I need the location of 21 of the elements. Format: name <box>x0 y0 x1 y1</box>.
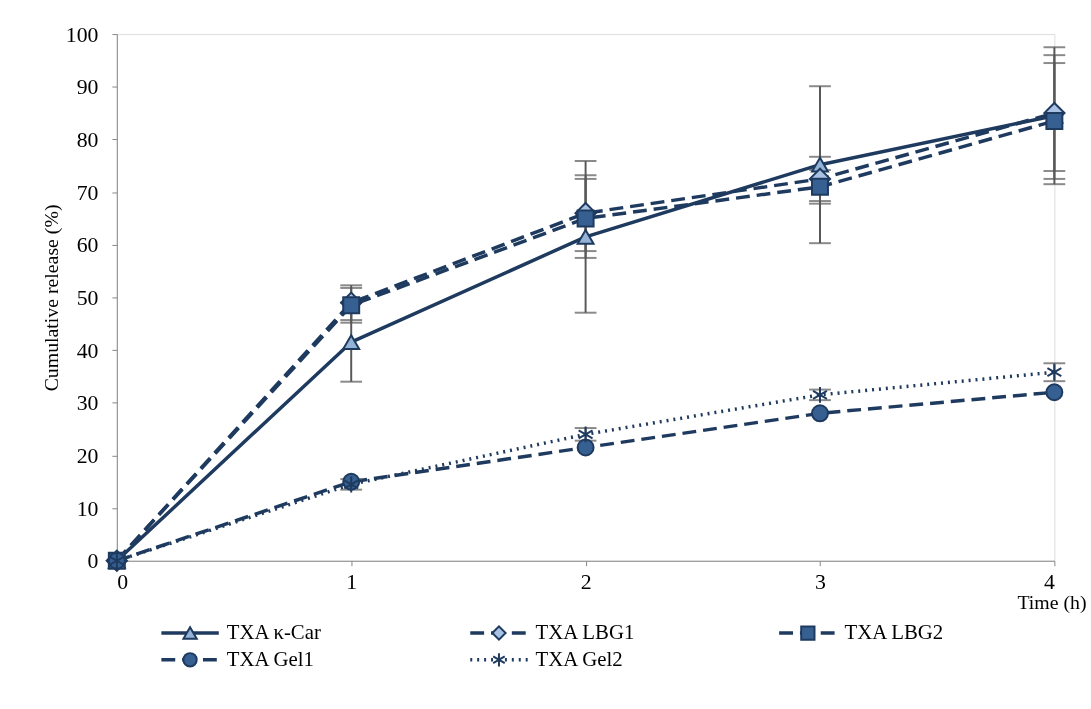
x-tick-label: 2 <box>580 569 592 594</box>
y-tick-label: 10 <box>76 496 99 521</box>
y-tick-label: 60 <box>76 233 99 258</box>
y-tick-label: 100 <box>65 22 99 47</box>
y-tick-label: 80 <box>76 127 99 152</box>
y-tick-label: 0 <box>87 549 99 574</box>
legend-label: TXA Gel2 <box>535 646 623 670</box>
y-tick-label: 20 <box>76 443 99 468</box>
legend-label: TXA κ-Car <box>226 619 321 643</box>
legend-label: TXA LBG2 <box>844 619 944 643</box>
x-tick-label: 3 <box>815 569 827 594</box>
legend-label: TXA LBG1 <box>535 619 635 643</box>
x-tick-label: 0 <box>117 569 129 594</box>
y-tick-label: 50 <box>76 285 99 310</box>
legend-label: TXA Gel1 <box>226 646 314 670</box>
y-tick-label: 90 <box>76 75 99 100</box>
y-tick-label: 30 <box>76 391 99 416</box>
y-tick-label: 70 <box>76 180 99 205</box>
y-axis-title: Cumulative release (%) <box>39 204 63 392</box>
x-tick-label: 1 <box>346 569 358 594</box>
y-tick-label: 40 <box>76 338 99 363</box>
